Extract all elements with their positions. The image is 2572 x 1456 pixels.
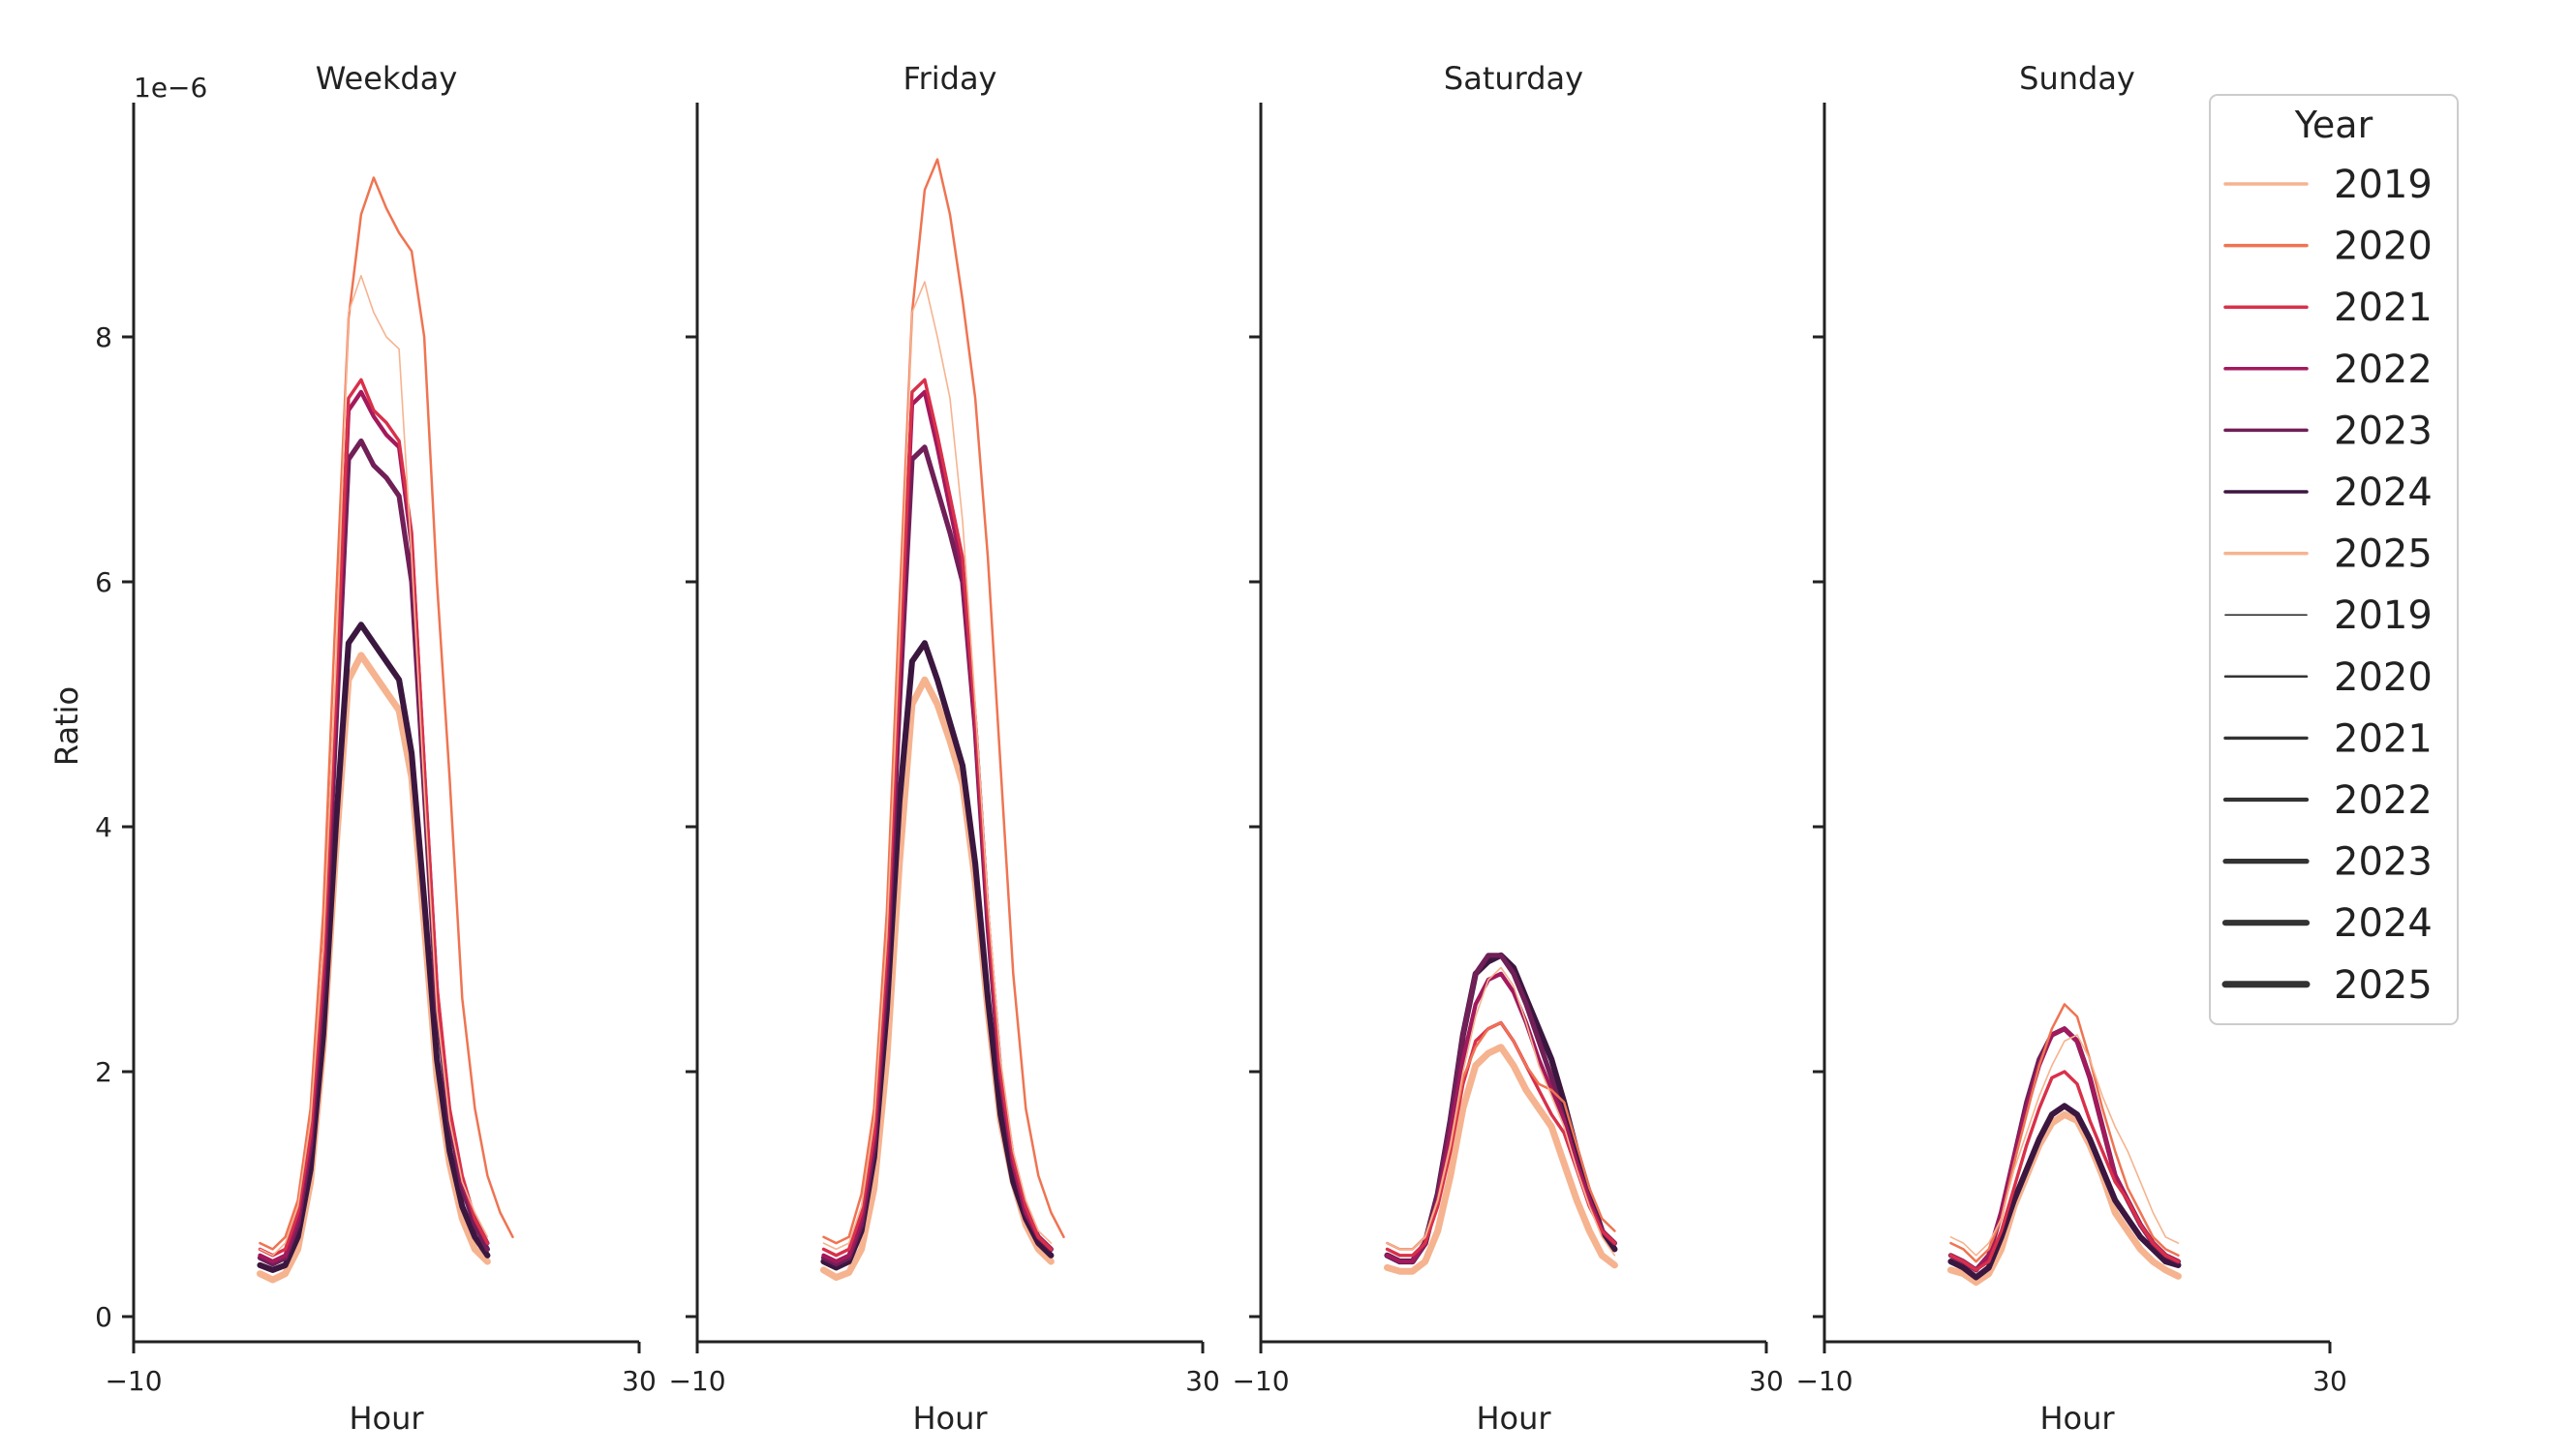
panel-title: Friday	[903, 60, 997, 97]
x-axis-label: Hour	[349, 1400, 424, 1437]
legend-label: 2019	[2334, 593, 2433, 638]
x-tick-label: −10	[105, 1365, 162, 1397]
panel-weekday: Weekday 0 2 4 6 8 −10 30 Hour	[95, 60, 657, 1437]
legend: Year 2019 2020 2021 2022 2023 2024 2025 2019 2020…	[2209, 94, 2459, 1025]
series-line-2020	[1949, 1003, 2180, 1263]
x-tick-label: 30	[622, 1365, 657, 1397]
series-line-2022	[821, 389, 1054, 1264]
series-line-2025	[1384, 1044, 1618, 1275]
legend-label: 2022	[2334, 778, 2433, 823]
panel-title: Sunday	[2019, 60, 2135, 97]
x-tick-label: 30	[2312, 1365, 2347, 1397]
x-axis-label: Hour	[2039, 1400, 2115, 1437]
series-line-2022	[1385, 971, 1617, 1264]
x-tick-label: −10	[1232, 1365, 1289, 1397]
series-line-2019	[822, 281, 1053, 1251]
series-line-2021	[258, 378, 490, 1258]
series-line-2021	[821, 378, 1054, 1258]
series-line-2021	[1948, 1070, 2181, 1272]
x-tick-label: −10	[1795, 1365, 1852, 1397]
series-line-2019	[259, 274, 489, 1257]
legend-label: 2021	[2334, 716, 2433, 761]
series-line-2024	[257, 622, 491, 1273]
series-line-2022	[1948, 1026, 2181, 1273]
series-line-2025	[257, 652, 491, 1284]
panel-sunday: Sunday −10 30 Hour	[1795, 60, 2346, 1437]
legend-box	[2209, 94, 2459, 1025]
series-line-2019	[1949, 1034, 2180, 1257]
y-tick-label: 2	[95, 1056, 112, 1088]
panel-title: Weekday	[316, 60, 458, 97]
legend-label: 2024	[2334, 470, 2433, 515]
legend-label: 2023	[2334, 409, 2433, 453]
legend-label: 2025	[2334, 532, 2433, 577]
legend-label: 2019	[2334, 163, 2433, 207]
series-line-2020	[822, 158, 1065, 1245]
series-line-2024	[1947, 1103, 2182, 1281]
legend-label: 2020	[2334, 225, 2433, 269]
x-tick-label: 30	[1185, 1365, 1220, 1397]
x-tick-label: −10	[668, 1365, 725, 1397]
y-tick-label: 4	[95, 811, 112, 843]
legend-label: 2022	[2334, 348, 2433, 392]
x-tick-label: 30	[1749, 1365, 1784, 1397]
series-line-2019	[1386, 966, 1616, 1257]
y-tick-label: 6	[95, 566, 112, 598]
series-line-2023	[820, 444, 1055, 1267]
series-line-2020	[259, 176, 514, 1251]
panel-title: Saturday	[1444, 60, 1583, 97]
series-line-2021	[1385, 1020, 1617, 1258]
legend-label: 2021	[2334, 286, 2433, 330]
y-axis-label: Ratio	[48, 686, 85, 766]
panel-friday: Friday −10 30 Hour	[668, 60, 1219, 1437]
legend-label: 2025	[2334, 963, 2433, 1008]
x-axis-label: Hour	[912, 1400, 988, 1437]
legend-label: 2023	[2334, 840, 2433, 885]
y-tick-label: 8	[95, 321, 112, 353]
legend-title: Year	[2294, 104, 2373, 146]
y-scale-offset-label: 1e−6	[134, 72, 207, 104]
x-axis-label: Hour	[1476, 1400, 1551, 1437]
legend-label: 2024	[2334, 901, 2433, 946]
panel-saturday: Saturday −10 30 Hour	[1232, 60, 1783, 1437]
series-line-2025	[1947, 1110, 2182, 1287]
y-tick-label: 0	[95, 1301, 112, 1333]
legend-label: 2020	[2334, 655, 2433, 700]
